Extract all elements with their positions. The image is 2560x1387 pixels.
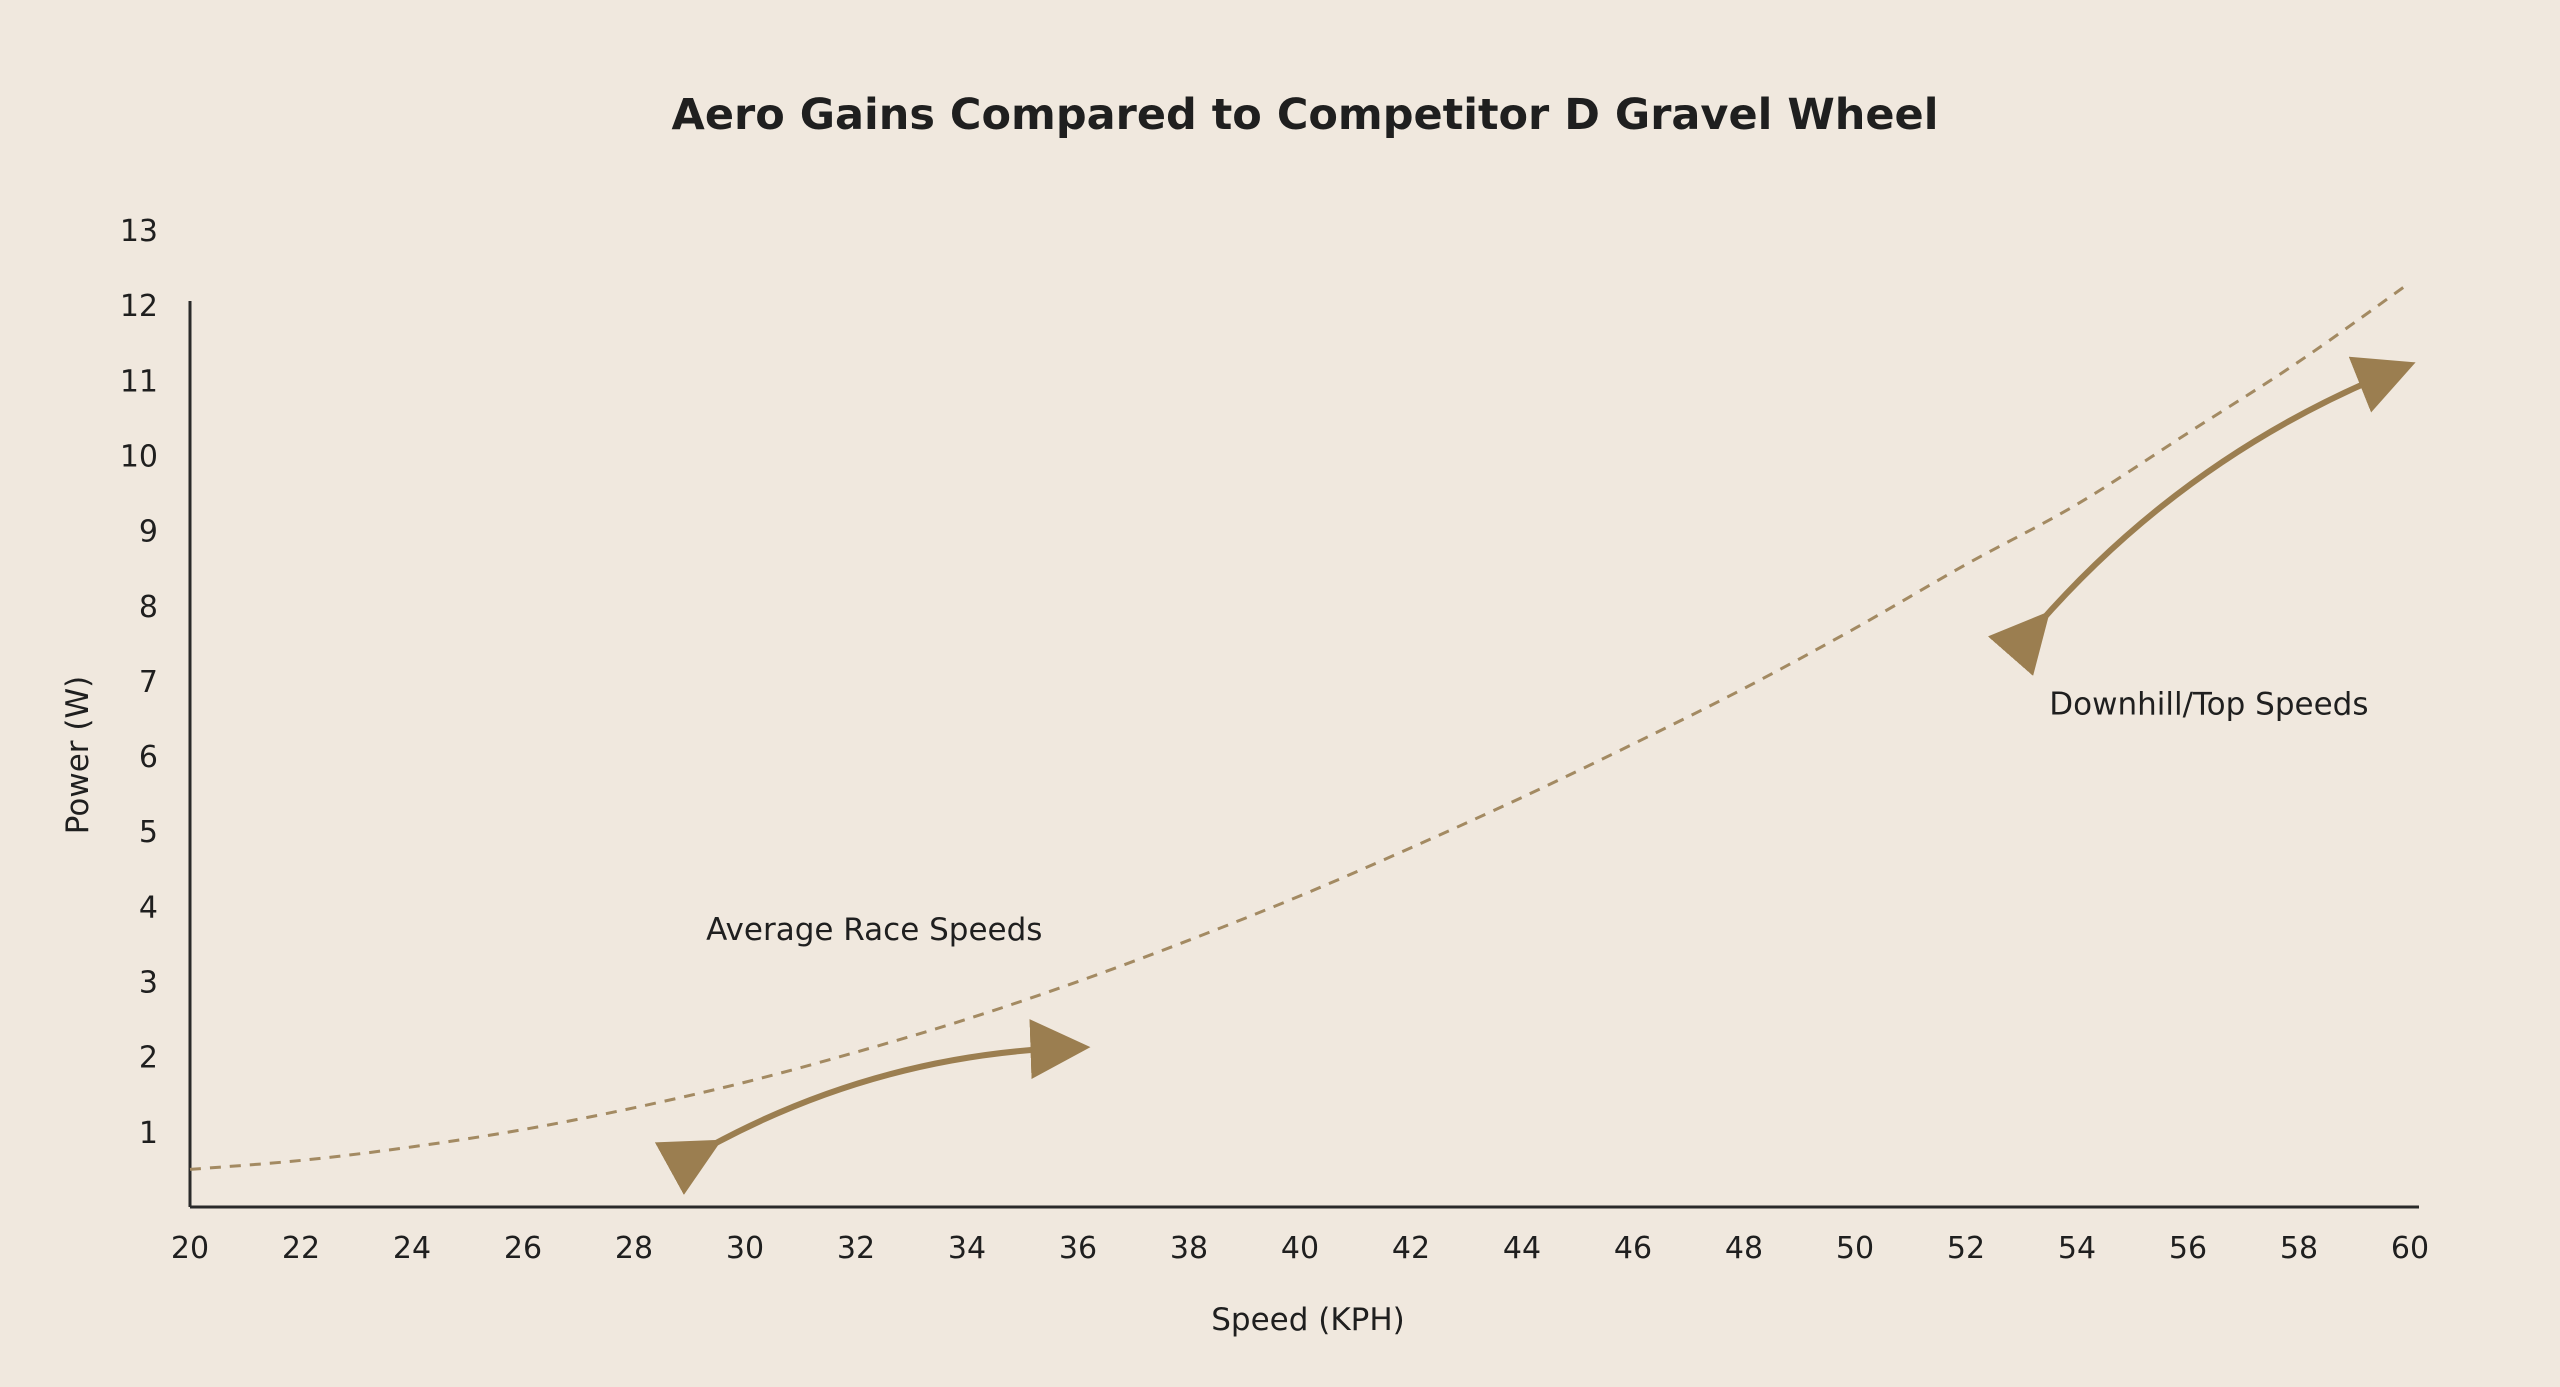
annotation-arrows <box>654 356 2416 1195</box>
x-tick-label: 42 <box>1392 1231 1430 1266</box>
x-tick-label: 30 <box>726 1231 764 1266</box>
average-race-speeds-label: Average Race Speeds <box>706 912 1042 948</box>
x-tick-label: 48 <box>1725 1231 1763 1266</box>
x-tick-label: 36 <box>1059 1231 1097 1266</box>
y-tick-label: 4 <box>139 890 158 925</box>
y-tick-label: 11 <box>120 364 158 399</box>
y-tick-label: 8 <box>139 590 158 625</box>
x-axis-title: Speed (KPH) <box>1211 1302 1405 1338</box>
average-race-speeds-arrow <box>654 1019 1091 1195</box>
x-tick-label: 54 <box>2058 1231 2096 1266</box>
x-tick-labels: 20 22 24 26 28 30 32 34 36 38 40 42 44 46 48 50 52 54 56 58… <box>171 1231 2429 1266</box>
x-tick-label: 44 <box>1503 1231 1541 1266</box>
x-tick-label: 58 <box>2280 1231 2318 1266</box>
x-tick-label: 60 <box>2391 1231 2429 1266</box>
x-tick-label: 28 <box>615 1231 653 1266</box>
y-tick-label: 10 <box>120 439 158 474</box>
x-tick-label: 32 <box>837 1231 875 1266</box>
downhill-top-speeds-label: Downhill/Top Speeds <box>2049 687 2368 723</box>
y-axis-title: Power (W) <box>60 676 96 834</box>
x-tick-label: 26 <box>504 1231 542 1266</box>
chart-title: Aero Gains Compared to Competitor D Grav… <box>672 90 1939 140</box>
y-tick-label: 13 <box>120 214 158 249</box>
x-tick-label: 46 <box>1614 1231 1652 1266</box>
y-tick-label: 6 <box>139 740 158 775</box>
x-tick-label: 50 <box>1836 1231 1874 1266</box>
y-tick-label: 9 <box>139 515 158 550</box>
series-layer <box>189 281 2411 1171</box>
annotation-labels: Average Race Speeds Downhill/Top Speeds <box>706 687 2368 948</box>
power-curve-series <box>189 281 2411 1171</box>
x-tick-label: 56 <box>2169 1231 2207 1266</box>
x-tick-label: 38 <box>1170 1231 1208 1266</box>
y-tick-label: 3 <box>139 966 158 1001</box>
y-tick-label: 2 <box>139 1041 158 1076</box>
x-tick-label: 40 <box>1281 1231 1319 1266</box>
y-tick-label: 12 <box>120 289 158 324</box>
x-tick-label: 22 <box>282 1231 320 1266</box>
x-tick-label: 52 <box>1947 1231 1985 1266</box>
x-tick-label: 24 <box>393 1231 431 1266</box>
y-tick-label: 7 <box>139 665 158 700</box>
y-tick-label: 1 <box>139 1116 158 1151</box>
x-tick-label: 20 <box>171 1231 209 1266</box>
y-tick-label: 5 <box>139 815 158 850</box>
downhill-top-speeds-arrow <box>1987 356 2416 676</box>
x-tick-label: 34 <box>948 1231 986 1266</box>
